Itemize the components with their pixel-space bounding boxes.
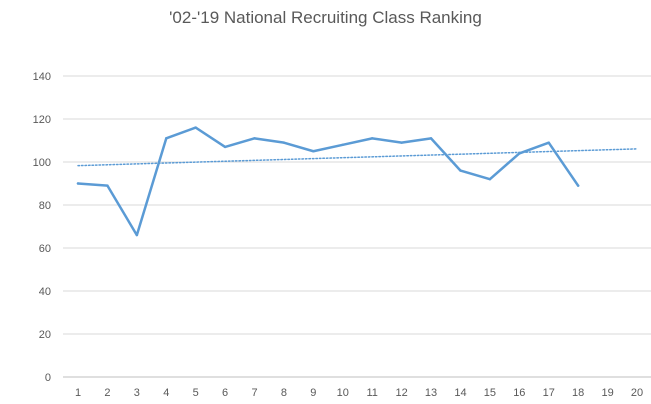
x-tick-label: 9 bbox=[310, 387, 316, 399]
y-tick-label: 0 bbox=[45, 372, 51, 384]
series-line bbox=[76, 126, 580, 237]
x-tick-label: 17 bbox=[543, 387, 555, 399]
data-point bbox=[106, 184, 109, 187]
x-tick-label: 12 bbox=[396, 387, 408, 399]
y-tick-label: 40 bbox=[39, 286, 51, 298]
x-tick-label: 15 bbox=[484, 387, 496, 399]
y-tick-label: 140 bbox=[33, 71, 51, 83]
trendline bbox=[77, 148, 638, 167]
data-point bbox=[488, 178, 492, 181]
data-point bbox=[576, 184, 580, 187]
x-tick-label: 5 bbox=[193, 387, 199, 399]
data-point bbox=[253, 137, 256, 140]
x-tick-label: 4 bbox=[163, 387, 169, 399]
x-tick-label: 18 bbox=[572, 387, 584, 399]
x-tick-label: 11 bbox=[366, 387, 377, 399]
data-point bbox=[459, 169, 462, 172]
data-point bbox=[400, 141, 403, 144]
x-tick-label: 19 bbox=[601, 387, 613, 399]
y-tick-label: 60 bbox=[39, 243, 51, 255]
y-tick-label: 20 bbox=[39, 329, 51, 341]
data-point bbox=[341, 143, 344, 146]
data-point bbox=[518, 152, 521, 155]
y-tick-label: 120 bbox=[33, 114, 51, 126]
x-tick-label: 16 bbox=[513, 387, 525, 399]
data-point bbox=[76, 182, 80, 185]
y-tick-label: 100 bbox=[33, 157, 51, 169]
data-point bbox=[194, 126, 197, 129]
y-tick-label: 80 bbox=[39, 200, 51, 212]
data-point bbox=[223, 145, 227, 149]
data-point bbox=[547, 141, 550, 144]
x-tick-label: 7 bbox=[251, 387, 257, 399]
x-tick-label: 20 bbox=[631, 387, 643, 399]
x-tick-label: 8 bbox=[281, 387, 287, 399]
x-tick-label: 3 bbox=[134, 387, 140, 399]
data-point bbox=[429, 137, 433, 140]
x-tick-label: 2 bbox=[104, 387, 110, 399]
data-point bbox=[282, 141, 286, 144]
x-tick-label: 13 bbox=[425, 387, 437, 399]
x-tick-label: 1 bbox=[75, 387, 81, 399]
x-tick-label: 14 bbox=[454, 387, 466, 399]
x-tick-label: 6 bbox=[222, 387, 228, 399]
data-point bbox=[135, 233, 139, 237]
data-point bbox=[165, 137, 168, 140]
x-tick-label: 10 bbox=[337, 387, 349, 399]
data-point bbox=[371, 137, 374, 140]
data-point bbox=[312, 150, 315, 153]
chart-title: '02-'19 National Recruiting Class Rankin… bbox=[169, 8, 482, 27]
